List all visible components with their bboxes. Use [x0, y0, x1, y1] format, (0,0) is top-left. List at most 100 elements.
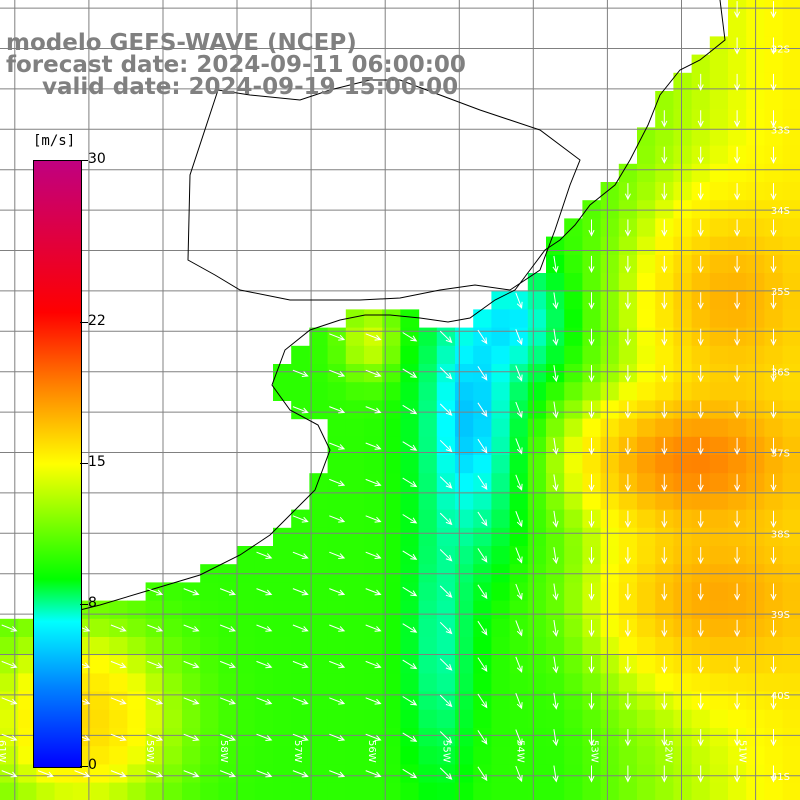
wind-speed-cell [327, 491, 347, 511]
wind-speed-cell [637, 291, 656, 310]
wind-speed-cell [218, 709, 238, 729]
wind-speed-cell [782, 382, 800, 401]
wind-speed-cell [618, 637, 638, 656]
wind-speed-cell [491, 309, 511, 329]
wind-speed-cell [218, 746, 238, 765]
wind-speed-cell [309, 345, 329, 365]
wind-speed-cell [782, 54, 800, 74]
wind-arrow [661, 765, 668, 783]
wind-speed-cell [491, 455, 511, 474]
wind-arrow [661, 110, 668, 128]
wind-speed-cell [709, 582, 729, 602]
wind-arrow [552, 401, 559, 419]
wind-arrow [588, 365, 595, 383]
wind-speed-cell [200, 637, 219, 656]
wind-speed-cell [655, 709, 674, 729]
wind-speed-cell [382, 709, 401, 729]
wind-speed-cell [782, 291, 800, 310]
wind-speed-cell [0, 637, 19, 656]
wind-speed-cell [418, 473, 438, 492]
wind-speed-cell [728, 782, 747, 800]
wind-speed-cell [382, 637, 401, 656]
wind-speed-cell [473, 455, 492, 474]
wind-speed-cell [637, 382, 656, 401]
wind-arrow [110, 624, 127, 632]
wind-speed-cell [491, 327, 511, 347]
wind-speed-cell [91, 709, 110, 729]
wind-speed-cell [127, 655, 147, 674]
wind-speed-cell [637, 182, 656, 201]
wind-arrow [697, 365, 704, 383]
wind-speed-cell [345, 764, 365, 784]
wind-arrow [439, 731, 453, 744]
wind-speed-cell [673, 236, 693, 256]
wind-speed-cell [200, 582, 219, 602]
wind-speed-cell [345, 327, 365, 347]
wind-speed-cell [455, 728, 474, 747]
wind-speed-cell [364, 709, 383, 729]
latitude-label: 38S [771, 529, 790, 540]
wind-speed-cell [91, 782, 110, 800]
wind-arrow [477, 511, 488, 527]
wind-arrow [697, 547, 704, 565]
wind-speed-cell [527, 418, 547, 438]
wind-speed-cell [564, 546, 583, 565]
wind-arrow [770, 73, 777, 92]
wind-speed-cell [309, 673, 329, 693]
wind-arrow [588, 292, 595, 310]
wind-speed-cell [655, 127, 674, 147]
wind-speed-cell [491, 618, 511, 638]
wind-speed-cell [254, 782, 274, 800]
wind-speed-cell [436, 746, 456, 765]
wind-speed-cell [382, 382, 401, 401]
wind-speed-cell [673, 673, 693, 693]
wind-speed-cell [709, 436, 729, 456]
wind-speed-cell [309, 728, 329, 747]
wind-arrow [770, 692, 777, 710]
wind-arrow [110, 697, 127, 705]
wind-arrow [624, 692, 631, 710]
wind-speed-cell [655, 673, 674, 693]
wind-arrow [770, 765, 777, 783]
wind-speed-cell [691, 782, 711, 800]
wind-speed-cell [127, 709, 147, 729]
wind-arrow [624, 292, 631, 310]
wind-arrow [770, 547, 777, 565]
wind-speed-cell [236, 728, 256, 747]
wind-speed-cell [527, 709, 547, 729]
wind-speed-cell [364, 746, 383, 765]
wind-speed-cell [655, 600, 674, 620]
wind-speed-cell [382, 345, 401, 365]
wind-speed-cell [254, 673, 274, 693]
wind-arrow [770, 656, 777, 674]
wind-speed-cell [182, 637, 201, 656]
wind-speed-cell [637, 728, 656, 747]
wind-speed-cell [400, 673, 420, 693]
wind-speed-cell [709, 691, 729, 711]
wind-speed-cell [236, 600, 256, 620]
wind-arrow [477, 693, 488, 709]
wind-speed-cell [491, 291, 511, 310]
latitude-label: 40S [771, 691, 790, 702]
wind-speed-cell [782, 418, 800, 438]
wind-speed-cell [127, 782, 147, 800]
wind-arrow [329, 588, 346, 596]
wind-speed-cell [382, 782, 401, 800]
wind-speed-cell [418, 728, 438, 747]
wind-arrow [402, 332, 418, 342]
wind-arrow [515, 547, 523, 564]
wind-speed-cell [18, 746, 37, 765]
wind-speed-cell [345, 546, 365, 565]
wind-arrow [588, 547, 595, 565]
wind-speed-cell [527, 291, 547, 310]
wind-arrow [329, 369, 346, 377]
wind-speed-cell [691, 527, 711, 547]
wind-arrow [477, 366, 488, 381]
wind-speed-cell [600, 382, 620, 401]
wind-speed-cell [673, 254, 693, 274]
wind-speed-cell [691, 637, 711, 656]
wind-speed-cell [509, 782, 529, 800]
wind-speed-cell [91, 637, 110, 656]
wind-speed-cell [491, 782, 511, 800]
wind-speed-cell [327, 527, 347, 547]
